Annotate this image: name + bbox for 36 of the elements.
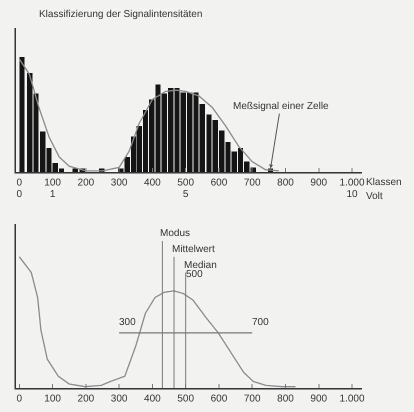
ref-line-label: Modus (160, 228, 190, 239)
x-tick-label: 500 (177, 394, 194, 404)
x2-tick-label: 5 (182, 189, 189, 200)
x2-tick-label: 10 (346, 189, 358, 200)
x2-axis-title: Volt (366, 191, 383, 202)
x-tick-label: 1.000 (340, 178, 365, 188)
x-tick-label: 200 (78, 394, 95, 404)
x2-tick-label: 1 (50, 189, 56, 200)
chart-title: Klassifizierung der Signalintensitäten (39, 9, 202, 20)
x-tick-label: 200 (78, 178, 95, 188)
x-tick-label: 0 (16, 178, 23, 188)
x-tick-label: 900 (310, 178, 328, 188)
annotation: Meßsignal einer Zelle (233, 101, 330, 112)
x-tick-label: 800 (277, 394, 294, 404)
x-tick-label: 400 (144, 178, 162, 188)
x-tick-label: 100 (44, 394, 62, 404)
x-tick-label: 700 (244, 178, 261, 188)
x-tick-label: 100 (44, 178, 62, 188)
annotation: 700 (252, 317, 270, 328)
annotation: 300 (119, 317, 136, 328)
x-tick-label: 300 (110, 178, 128, 188)
x2-tick-label: 0 (16, 189, 23, 200)
x-tick-label: 800 (277, 178, 294, 188)
x-axis-title: Klassen (366, 177, 402, 188)
x-tick-label: 1.000 (340, 394, 365, 404)
annotation: 500 (186, 269, 204, 280)
x-tick-label: 500 (177, 178, 194, 188)
ref-line-label: Median (184, 260, 217, 271)
x-tick-label: 300 (110, 394, 128, 404)
x-tick-label: 600 (210, 178, 228, 188)
x-tick-label: 900 (310, 394, 328, 404)
x-tick-label: 700 (244, 394, 261, 404)
x-tick-label: 0 (16, 394, 23, 404)
ref-line-label: Mittelwert (172, 244, 216, 255)
x-tick-label: 400 (144, 394, 162, 404)
x-tick-label: 600 (210, 394, 228, 404)
